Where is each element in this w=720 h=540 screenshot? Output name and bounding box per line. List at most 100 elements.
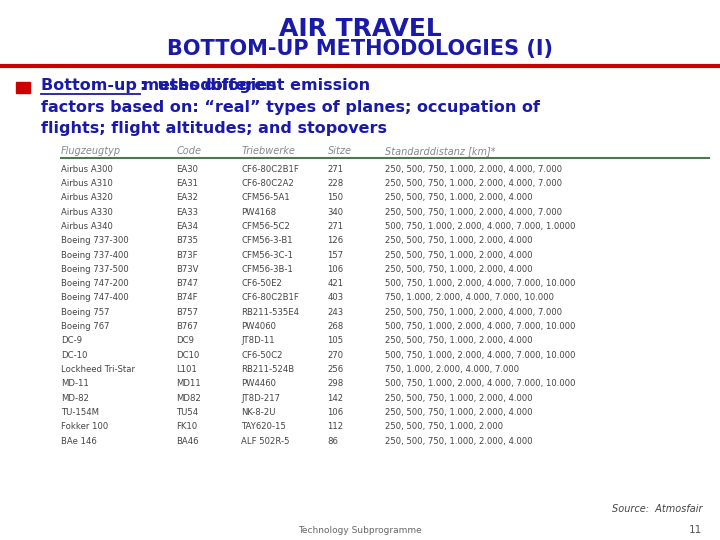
Text: Airbus A310: Airbus A310 [61, 179, 113, 188]
Text: 106: 106 [328, 265, 343, 274]
Text: 11: 11 [689, 524, 702, 535]
Text: EA31: EA31 [176, 179, 199, 188]
Text: CF6-80C2B1F: CF6-80C2B1F [241, 165, 299, 174]
Text: Fokker 100: Fokker 100 [61, 422, 109, 431]
Text: TU54: TU54 [176, 408, 199, 417]
Text: 750, 1.000, 2.000, 4.000, 7.000, 10.000: 750, 1.000, 2.000, 4.000, 7.000, 10.000 [385, 294, 554, 302]
Text: 421: 421 [328, 279, 343, 288]
Text: 106: 106 [328, 408, 343, 417]
Text: CFM56-5C2: CFM56-5C2 [241, 222, 290, 231]
Text: 157: 157 [328, 251, 343, 260]
Text: 112: 112 [328, 422, 343, 431]
Text: 250, 500, 750, 1.000, 2.000, 4.000: 250, 500, 750, 1.000, 2.000, 4.000 [385, 436, 533, 446]
Text: EA30: EA30 [176, 165, 199, 174]
Text: 500, 750, 1.000, 2.000, 4.000, 7.000, 10.000: 500, 750, 1.000, 2.000, 4.000, 7.000, 10… [385, 322, 576, 331]
Text: FK10: FK10 [176, 422, 198, 431]
Text: factors based on: “real” types of planes; occupation of: factors based on: “real” types of planes… [41, 100, 540, 115]
Text: 250, 500, 750, 1.000, 2.000, 4.000: 250, 500, 750, 1.000, 2.000, 4.000 [385, 336, 533, 346]
Text: 250, 500, 750, 1.000, 2.000, 4.000, 7.000: 250, 500, 750, 1.000, 2.000, 4.000, 7.00… [385, 179, 562, 188]
Text: 126: 126 [328, 237, 343, 245]
Text: Triebwerke: Triebwerke [241, 146, 295, 156]
Text: BAe 146: BAe 146 [61, 436, 97, 446]
Text: B74F: B74F [176, 294, 198, 302]
Text: DC10: DC10 [176, 351, 199, 360]
Text: EA33: EA33 [176, 208, 199, 217]
Text: 271: 271 [328, 222, 343, 231]
Text: CFM56-3-B1: CFM56-3-B1 [241, 237, 293, 245]
Text: RB211-524B: RB211-524B [241, 365, 294, 374]
Text: 86: 86 [328, 436, 338, 446]
Text: Airbus A300: Airbus A300 [61, 165, 113, 174]
Text: RB211-535E4: RB211-535E4 [241, 308, 300, 317]
Text: Airbus A330: Airbus A330 [61, 208, 113, 217]
Text: Source:  Atmosfair: Source: Atmosfair [611, 504, 702, 514]
Text: 250, 500, 750, 1.000, 2.000, 4.000: 250, 500, 750, 1.000, 2.000, 4.000 [385, 251, 533, 260]
Text: 142: 142 [328, 394, 343, 403]
Text: 105: 105 [328, 336, 343, 346]
Text: 250, 500, 750, 1.000, 2.000, 4.000: 250, 500, 750, 1.000, 2.000, 4.000 [385, 408, 533, 417]
Text: EA32: EA32 [176, 193, 199, 202]
Text: JT8D-217: JT8D-217 [241, 394, 280, 403]
Text: NK-8-2U: NK-8-2U [241, 408, 276, 417]
Text: 250, 500, 750, 1.000, 2.000, 4.000, 7.000: 250, 500, 750, 1.000, 2.000, 4.000, 7.00… [385, 308, 562, 317]
Bar [16, 82, 30, 93]
Text: 750, 1.000, 2.000, 4.000, 7.000: 750, 1.000, 2.000, 4.000, 7.000 [385, 365, 519, 374]
Text: Boeing 757: Boeing 757 [61, 308, 109, 317]
Text: TAY620-15: TAY620-15 [241, 422, 286, 431]
Text: EA34: EA34 [176, 222, 199, 231]
Text: Boeing 737-400: Boeing 737-400 [61, 251, 129, 260]
Text: CFM56-3C-1: CFM56-3C-1 [241, 251, 293, 260]
Text: Boeing 747-200: Boeing 747-200 [61, 279, 129, 288]
Text: Technology Subprogramme: Technology Subprogramme [298, 525, 422, 535]
Text: 243: 243 [328, 308, 343, 317]
Text: DC9: DC9 [176, 336, 194, 346]
Text: DC-9: DC-9 [61, 336, 82, 346]
Text: B735: B735 [176, 237, 199, 245]
Text: Boeing 747-400: Boeing 747-400 [61, 294, 129, 302]
Text: MD82: MD82 [176, 394, 202, 403]
Text: PW4460: PW4460 [241, 379, 276, 388]
Text: 250, 500, 750, 1.000, 2.000: 250, 500, 750, 1.000, 2.000 [385, 422, 503, 431]
Text: CFM56-3B-1: CFM56-3B-1 [241, 265, 293, 274]
Text: Airbus A320: Airbus A320 [61, 193, 113, 202]
Text: 340: 340 [328, 208, 343, 217]
Text: 403: 403 [328, 294, 343, 302]
Text: 250, 500, 750, 1.000, 2.000, 4.000: 250, 500, 750, 1.000, 2.000, 4.000 [385, 193, 533, 202]
Text: 250, 500, 750, 1.000, 2.000, 4.000, 7.000: 250, 500, 750, 1.000, 2.000, 4.000, 7.00… [385, 208, 562, 217]
Text: Airbus A340: Airbus A340 [61, 222, 113, 231]
Text: :  uses different emission: : uses different emission [140, 78, 369, 93]
Text: 250, 500, 750, 1.000, 2.000, 4.000, 7.000: 250, 500, 750, 1.000, 2.000, 4.000, 7.00… [385, 165, 562, 174]
Text: 228: 228 [328, 179, 344, 188]
Text: 298: 298 [328, 379, 344, 388]
Text: ALF 502R-5: ALF 502R-5 [241, 436, 289, 446]
Text: MD11: MD11 [176, 379, 201, 388]
Text: 250, 500, 750, 1.000, 2.000, 4.000: 250, 500, 750, 1.000, 2.000, 4.000 [385, 394, 533, 403]
Text: B757: B757 [176, 308, 199, 317]
Text: 500, 750, 1.000, 2.000, 4.000, 7.000, 10.000: 500, 750, 1.000, 2.000, 4.000, 7.000, 10… [385, 379, 576, 388]
Text: 500, 750, 1.000, 2.000, 4.000, 7.000, 1.0000: 500, 750, 1.000, 2.000, 4.000, 7.000, 1.… [385, 222, 576, 231]
Text: Code: Code [176, 146, 202, 156]
Text: Lockheed Tri-Star: Lockheed Tri-Star [61, 365, 135, 374]
Text: CF6-80C2A2: CF6-80C2A2 [241, 179, 294, 188]
Text: L101: L101 [176, 365, 197, 374]
Text: AIR TRAVEL: AIR TRAVEL [279, 17, 441, 41]
Text: B73V: B73V [176, 265, 199, 274]
Text: B747: B747 [176, 279, 199, 288]
Text: PW4060: PW4060 [241, 322, 276, 331]
Text: Boeing 737-300: Boeing 737-300 [61, 237, 129, 245]
Text: 500, 750, 1.000, 2.000, 4.000, 7.000, 10.000: 500, 750, 1.000, 2.000, 4.000, 7.000, 10… [385, 279, 576, 288]
Text: Standarddistanz [km]*: Standarddistanz [km]* [385, 146, 496, 156]
Text: B73F: B73F [176, 251, 198, 260]
Text: flights; flight altitudes; and stopovers: flights; flight altitudes; and stopovers [41, 122, 387, 137]
Text: 271: 271 [328, 165, 343, 174]
Text: DC-10: DC-10 [61, 351, 88, 360]
Text: MD-11: MD-11 [61, 379, 89, 388]
Text: 268: 268 [328, 322, 344, 331]
Text: MD-82: MD-82 [61, 394, 89, 403]
Text: 270: 270 [328, 351, 343, 360]
Text: PW4168: PW4168 [241, 208, 276, 217]
Text: CF6-50E2: CF6-50E2 [241, 279, 282, 288]
Text: 256: 256 [328, 365, 343, 374]
Text: CF6-50C2: CF6-50C2 [241, 351, 283, 360]
Text: CFM56-5A1: CFM56-5A1 [241, 193, 290, 202]
